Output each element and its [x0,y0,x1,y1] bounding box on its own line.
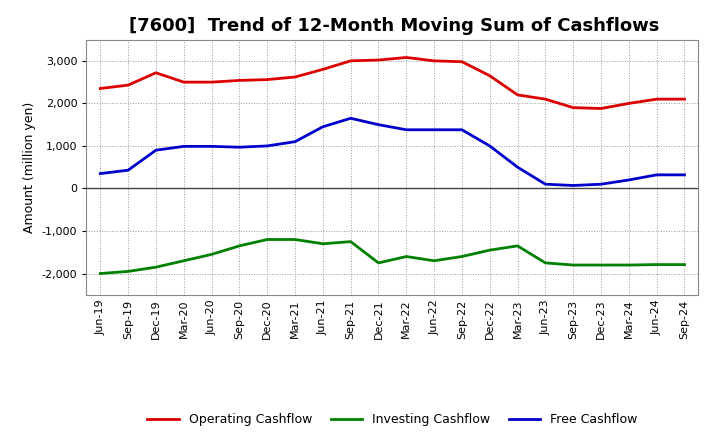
Operating Cashflow [402,55,410,60]
Operating Cashflow [458,59,467,64]
Operating Cashflow [291,74,300,80]
Investing Cashflow [541,260,550,265]
Operating Cashflow [569,105,577,110]
Free Cashflow [569,183,577,188]
Line: Operating Cashflow: Operating Cashflow [100,58,685,109]
Operating Cashflow [346,58,355,63]
Free Cashflow [374,122,383,127]
Investing Cashflow [179,258,188,264]
Operating Cashflow [624,101,633,106]
Investing Cashflow [430,258,438,264]
Investing Cashflow [569,262,577,268]
Free Cashflow [624,177,633,183]
Free Cashflow [263,143,271,149]
Investing Cashflow [346,239,355,244]
Free Cashflow [152,147,161,153]
Free Cashflow [124,168,132,173]
Free Cashflow [207,144,216,149]
Free Cashflow [541,182,550,187]
Investing Cashflow [96,271,104,276]
Investing Cashflow [318,241,327,246]
Investing Cashflow [624,262,633,268]
Free Cashflow [402,127,410,132]
Free Cashflow [430,127,438,132]
Operating Cashflow [374,57,383,62]
Operating Cashflow [235,78,243,83]
Legend: Operating Cashflow, Investing Cashflow, Free Cashflow: Operating Cashflow, Investing Cashflow, … [143,408,642,431]
Operating Cashflow [680,96,689,102]
Operating Cashflow [541,96,550,102]
Free Cashflow [652,172,661,177]
Operating Cashflow [652,96,661,102]
Investing Cashflow [402,254,410,259]
Investing Cashflow [235,243,243,249]
Line: Free Cashflow: Free Cashflow [100,118,685,186]
Free Cashflow [513,165,522,170]
Free Cashflow [318,124,327,129]
Investing Cashflow [458,254,467,259]
Investing Cashflow [680,262,689,267]
Text: [7600]  Trend of 12-Month Moving Sum of Cashflows: [7600] Trend of 12-Month Moving Sum of C… [130,17,660,35]
Investing Cashflow [652,262,661,267]
Investing Cashflow [291,237,300,242]
Free Cashflow [458,127,467,132]
Operating Cashflow [96,86,104,91]
Operating Cashflow [597,106,606,111]
Investing Cashflow [374,260,383,265]
Y-axis label: Amount (million yen): Amount (million yen) [23,102,36,233]
Investing Cashflow [597,262,606,268]
Operating Cashflow [430,58,438,63]
Investing Cashflow [152,264,161,270]
Investing Cashflow [513,243,522,249]
Operating Cashflow [152,70,161,75]
Investing Cashflow [485,247,494,253]
Operating Cashflow [513,92,522,98]
Free Cashflow [485,143,494,149]
Free Cashflow [96,171,104,176]
Investing Cashflow [124,269,132,274]
Operating Cashflow [179,80,188,85]
Operating Cashflow [207,80,216,85]
Operating Cashflow [263,77,271,82]
Free Cashflow [235,145,243,150]
Free Cashflow [597,182,606,187]
Free Cashflow [680,172,689,177]
Free Cashflow [346,116,355,121]
Free Cashflow [179,144,188,149]
Line: Investing Cashflow: Investing Cashflow [100,239,685,274]
Operating Cashflow [485,73,494,78]
Investing Cashflow [207,252,216,257]
Operating Cashflow [124,82,132,88]
Free Cashflow [291,139,300,144]
Operating Cashflow [318,67,327,72]
Investing Cashflow [263,237,271,242]
